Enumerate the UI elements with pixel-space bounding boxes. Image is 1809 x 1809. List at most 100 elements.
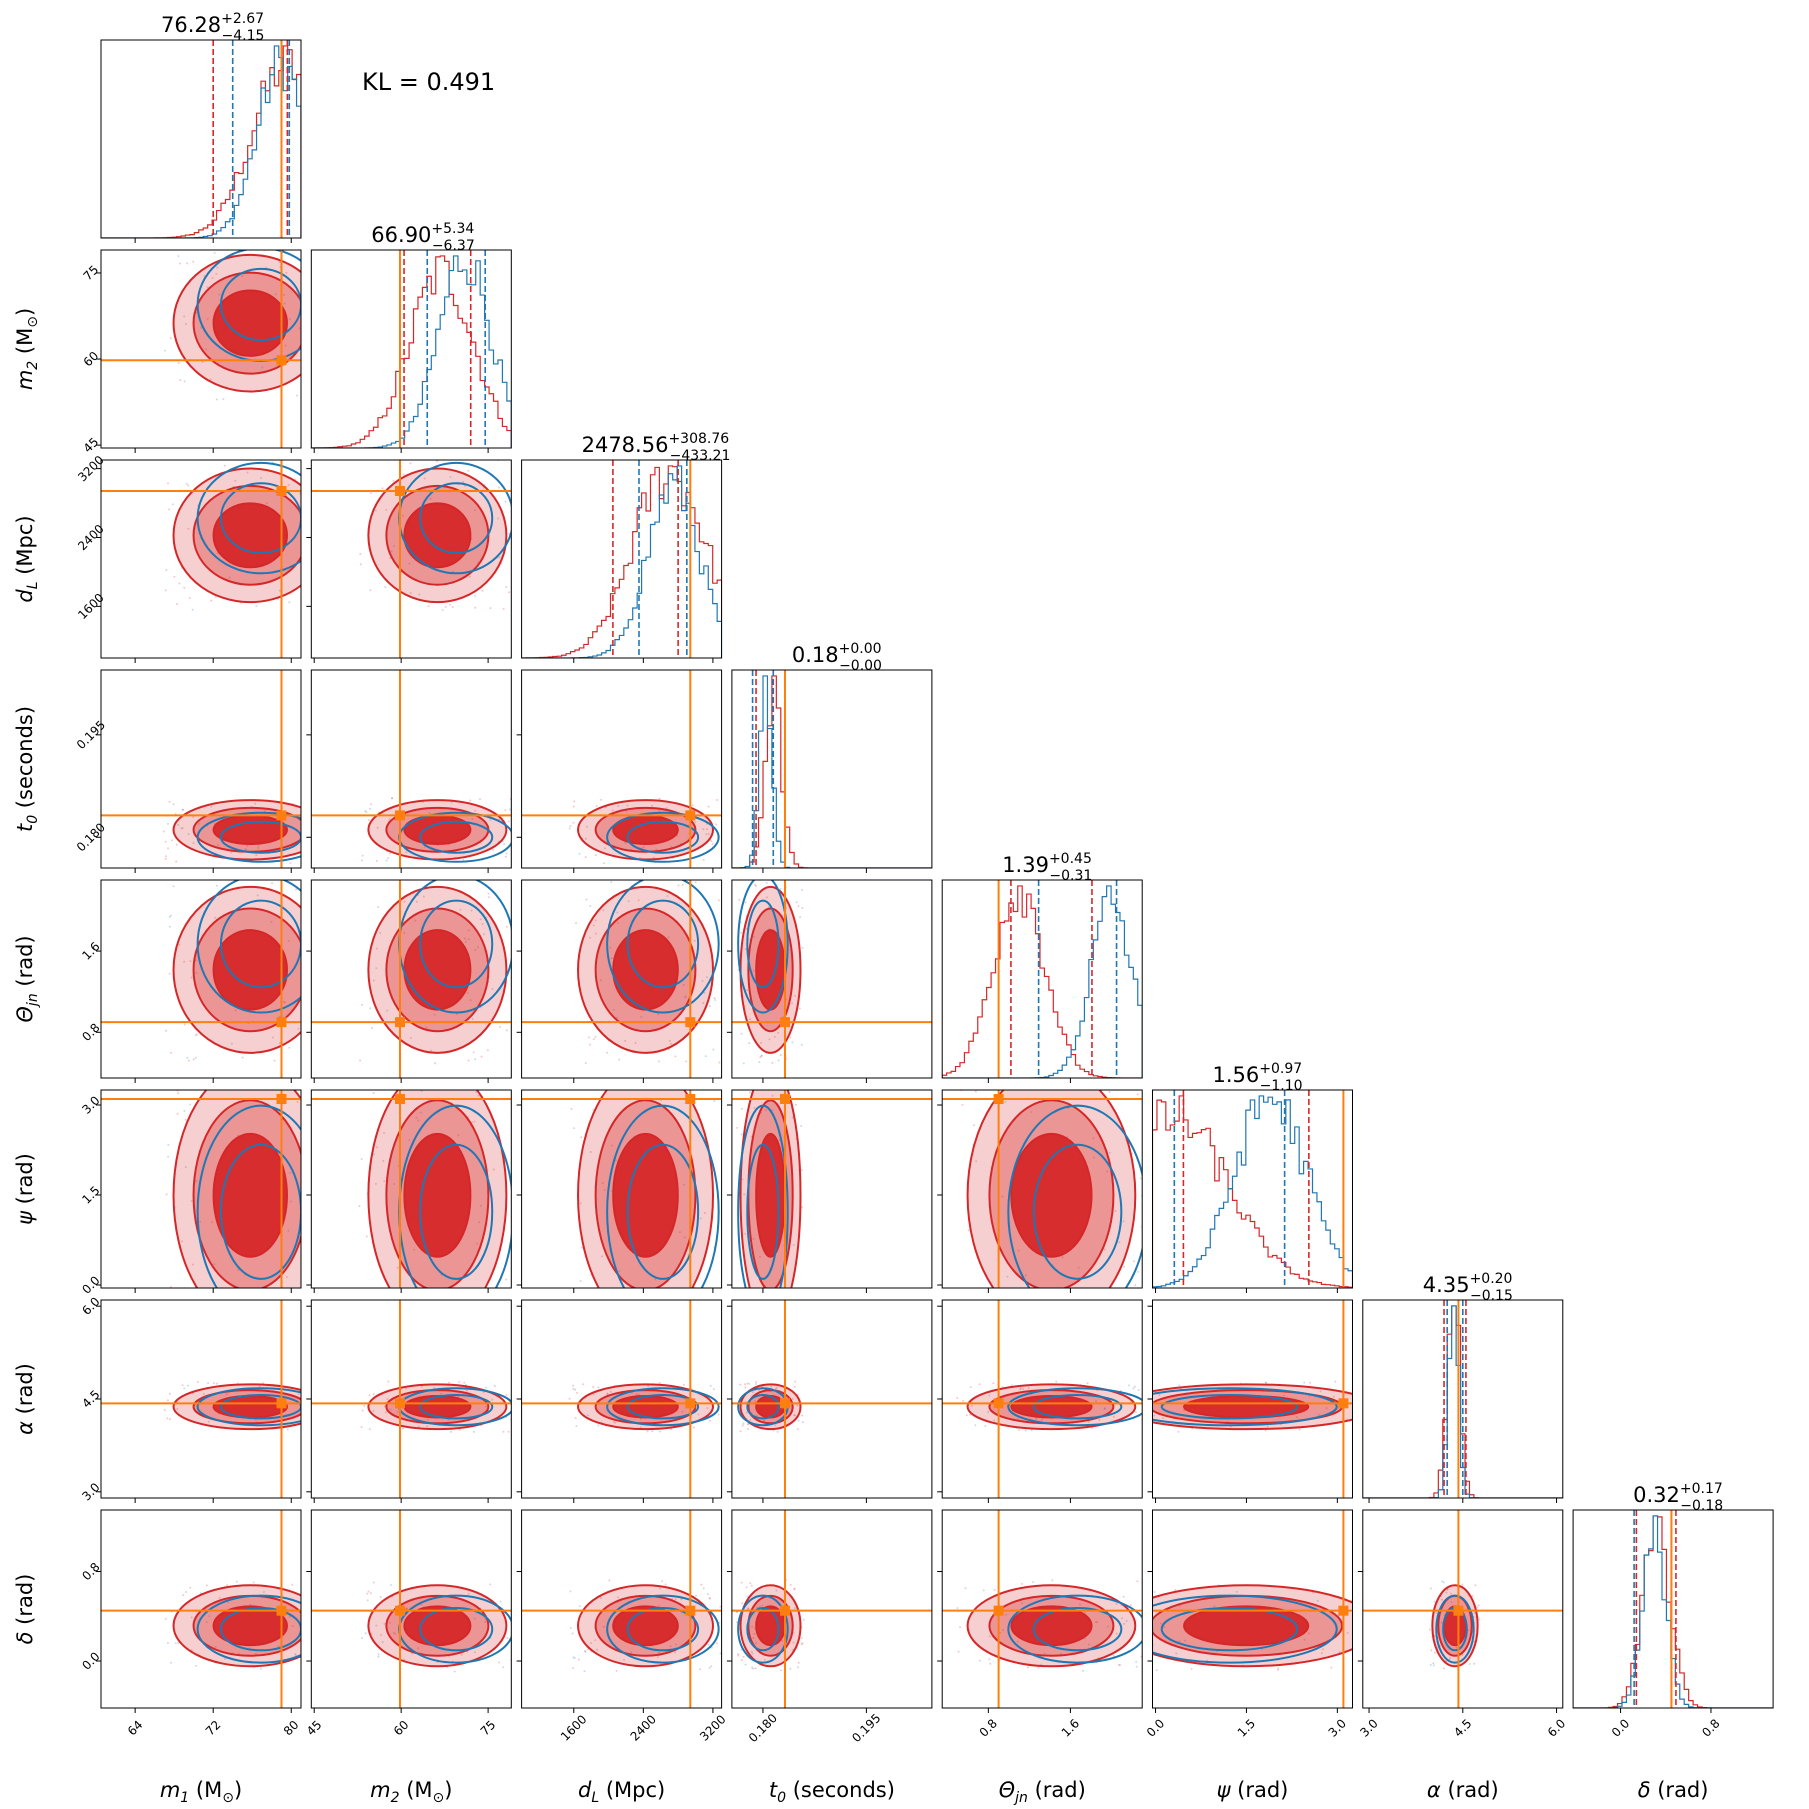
- sample-point: [761, 1604, 764, 1607]
- sample-point: [617, 804, 620, 807]
- sample-point: [1354, 1405, 1356, 1407]
- sample-point: [709, 1419, 712, 1422]
- sample-point: [622, 1658, 625, 1661]
- sample-point: [409, 591, 412, 594]
- sample-point: [749, 1091, 752, 1094]
- sample-point: [753, 1106, 756, 1109]
- sample-point: [710, 1665, 713, 1668]
- sample-point: [402, 1427, 405, 1430]
- blue-contour-outer: [606, 880, 720, 1014]
- sample-point: [497, 517, 500, 520]
- sample-point: [302, 581, 304, 583]
- sample-point: [965, 1414, 968, 1417]
- sample-point: [744, 1386, 747, 1389]
- sample-point: [441, 1336, 443, 1338]
- blue-contour-outer: [196, 880, 301, 1014]
- sample-point: [386, 1315, 388, 1317]
- sample-point: [205, 1621, 208, 1624]
- sample-point: [324, 1596, 326, 1598]
- sample-point: [181, 827, 184, 830]
- sample-point: [187, 527, 190, 530]
- blue-contour-inner: [626, 1143, 700, 1280]
- x-tick-label: 72: [203, 1718, 224, 1739]
- sample-point: [661, 1580, 664, 1583]
- sample-point: [383, 1131, 386, 1134]
- x-tick-label: 0.8: [977, 1716, 1000, 1739]
- panel-delta-m2: 45 60 75: [304, 1509, 512, 1738]
- sample-point: [655, 1337, 657, 1339]
- sample-point: [163, 1408, 166, 1411]
- sample-point: [1373, 1425, 1375, 1427]
- sample-point: [796, 1666, 799, 1669]
- sample-point: [704, 1296, 706, 1298]
- sample-point: [1445, 1591, 1448, 1594]
- sample-point: [1473, 1612, 1476, 1615]
- sample-point: [715, 1642, 718, 1645]
- sample-point: [707, 833, 710, 836]
- sample-point: [652, 856, 655, 859]
- sample-point: [637, 1063, 639, 1065]
- sample-point: [374, 1182, 377, 1185]
- sample-point: [571, 1632, 574, 1635]
- sample-point: [760, 1041, 763, 1044]
- sample-point: [719, 1308, 721, 1310]
- red-contour-inner: [403, 1395, 472, 1419]
- sample-point: [301, 350, 303, 352]
- panel-frame: [100, 879, 302, 1079]
- sample-point: [212, 1382, 215, 1385]
- sample-point: [1083, 1611, 1086, 1614]
- sample-point: [483, 1068, 485, 1070]
- x-tick-label: 4.5: [1451, 1716, 1474, 1739]
- sample-point: [1319, 1390, 1322, 1393]
- sample-point: [467, 1592, 470, 1595]
- sample-point: [794, 1057, 796, 1059]
- sample-point: [388, 1307, 390, 1309]
- sample-point: [183, 315, 186, 318]
- sample-point: [594, 876, 596, 878]
- sample-point: [474, 606, 477, 609]
- sample-point: [1116, 1323, 1118, 1325]
- sample-point: [370, 803, 373, 806]
- sample-point: [308, 878, 310, 880]
- sample-point: [1108, 1151, 1111, 1154]
- sample-point: [325, 900, 327, 902]
- ylabel-dL: dL (Mpc): [13, 515, 41, 602]
- sample-point: [167, 822, 170, 825]
- sample-point: [366, 1592, 369, 1595]
- sample-point: [573, 800, 576, 803]
- sample-point: [187, 1384, 190, 1387]
- sample-point: [617, 1596, 620, 1599]
- sample-point: [468, 575, 471, 578]
- sample-point: [1019, 1387, 1022, 1390]
- sample-point: [791, 1041, 794, 1044]
- sample-point: [1264, 1429, 1267, 1432]
- sample-point: [485, 1386, 488, 1389]
- sample-point: [1147, 1401, 1149, 1403]
- sample-point: [200, 1081, 202, 1083]
- sample-point: [683, 1075, 685, 1077]
- sample-point: [610, 957, 613, 960]
- sample-point: [195, 1180, 198, 1183]
- sample-point: [988, 1635, 991, 1638]
- sample-point: [682, 1383, 685, 1386]
- sample-point: [1441, 1598, 1444, 1601]
- sample-point: [302, 294, 304, 296]
- sample-point: [1183, 1639, 1186, 1642]
- sample-point: [389, 557, 392, 560]
- sample-point: [1382, 1619, 1384, 1621]
- sample-point: [1429, 1587, 1432, 1590]
- xlabel-psi: ψ (rad): [1217, 1778, 1289, 1802]
- sample-point: [1320, 1652, 1323, 1655]
- sample-point: [1103, 1408, 1106, 1411]
- sample-point: [709, 1597, 712, 1600]
- sample-point: [742, 1062, 745, 1065]
- sample-point: [1081, 1669, 1084, 1672]
- sample-point: [331, 1120, 333, 1122]
- sample-point: [740, 1648, 743, 1651]
- sample-point: [801, 1421, 804, 1424]
- sample-point: [635, 1393, 638, 1396]
- sample-point: [704, 1055, 707, 1058]
- sample-point: [1346, 1632, 1349, 1635]
- sample-point: [441, 609, 444, 612]
- sample-point: [1021, 1582, 1024, 1585]
